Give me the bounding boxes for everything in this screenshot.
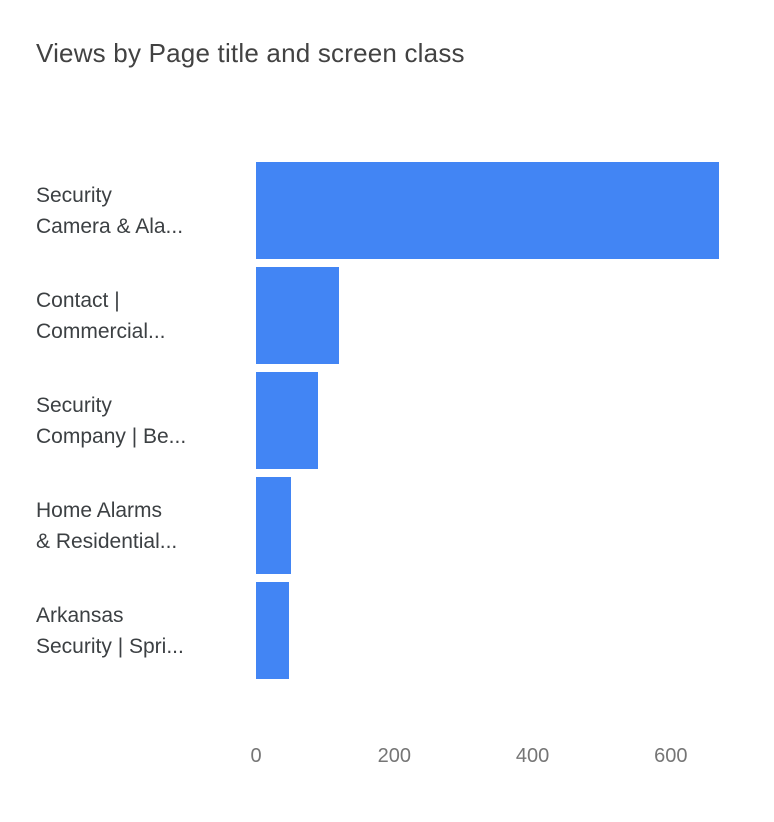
- x-tick-label: 400: [515, 745, 550, 767]
- bar-track: [256, 263, 740, 368]
- bar: [256, 582, 290, 679]
- bar-track: [256, 158, 740, 263]
- bar-row: Home Alarms & Residential...: [0, 473, 740, 578]
- x-tick-label: 0: [250, 745, 262, 767]
- bar: [256, 477, 291, 574]
- bar-row: Arkansas Security | Spri...: [0, 578, 740, 683]
- category-label: Arkansas Security | Spri...: [36, 603, 184, 658]
- category-label: Security Company | Be...: [36, 393, 187, 448]
- category-label: Contact | Commercial...: [36, 288, 166, 343]
- bar-chart: Security Camera & Ala... Contact | Commerci…: [0, 158, 774, 683]
- x-tick-label: 200: [377, 745, 411, 767]
- x-tick-label: 600: [654, 745, 688, 767]
- category-label: Security Camera & Ala...: [36, 183, 184, 238]
- bar-track: [256, 473, 740, 578]
- category-label: Home Alarms & Residential...: [36, 498, 178, 553]
- chart-title: Views by Page title and screen class: [36, 38, 465, 68]
- bar-row: Security Camera & Ala...: [0, 158, 740, 263]
- bar: [256, 267, 339, 364]
- bar-track: [256, 368, 740, 473]
- bar-row: Security Company | Be...: [0, 368, 740, 473]
- x-axis: 0 200 400 600: [250, 743, 740, 773]
- bar-row: Contact | Commercial...: [0, 263, 740, 368]
- bar-track: [256, 578, 740, 683]
- bar: [256, 372, 319, 469]
- bar: [256, 162, 720, 259]
